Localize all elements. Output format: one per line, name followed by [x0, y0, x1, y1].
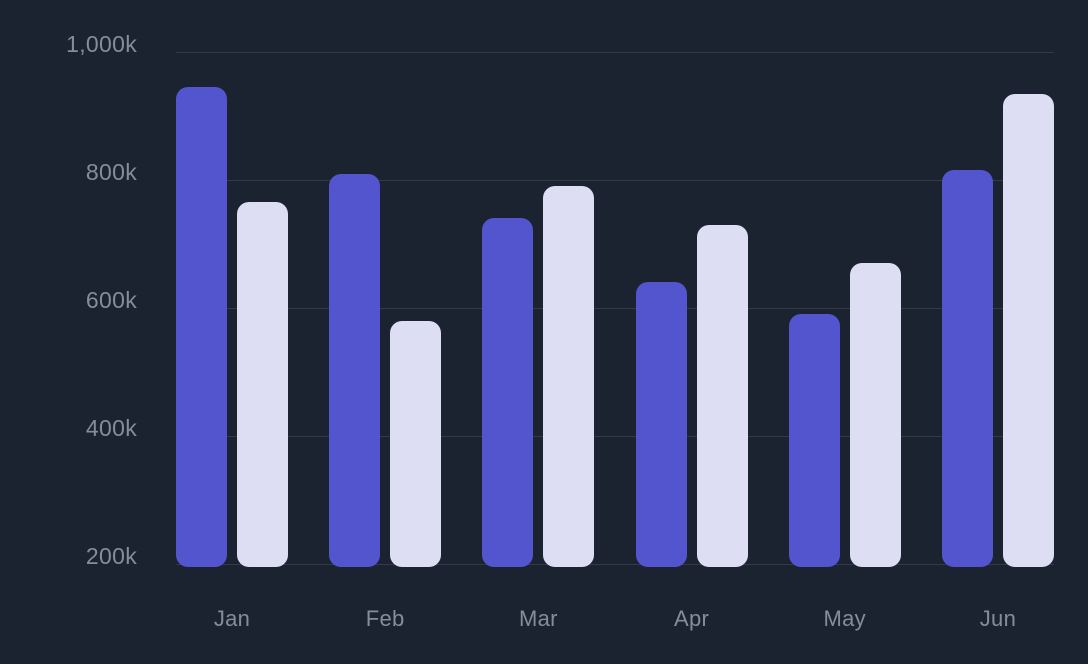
bar-group-jun	[941, 94, 1054, 567]
y-tick-label: 600k	[85, 287, 137, 313]
plot-area	[176, 51, 1054, 567]
y-tick-label: 1,000k	[66, 31, 137, 57]
y-tick-label: 800k	[85, 159, 137, 185]
bar-feb-series-2	[390, 321, 442, 567]
bar-feb-series-1	[329, 174, 381, 567]
bar-apr-series-2	[696, 225, 748, 567]
gridline	[176, 51, 1054, 53]
bar-may-series-1	[788, 314, 840, 567]
gridline	[176, 179, 1054, 181]
bar-group-mar	[482, 186, 595, 567]
x-tick-label: Feb	[365, 606, 405, 631]
bar-jan-series-2	[237, 202, 288, 567]
x-tick-label: Jun	[979, 606, 1017, 631]
x-tick-label: May	[823, 606, 866, 631]
bar-may-series-2	[849, 263, 901, 567]
y-tick-label: 400k	[85, 415, 137, 441]
bar-apr-series-1	[635, 282, 687, 567]
x-tick-label: Mar	[518, 606, 558, 631]
bar-jun-series-1	[941, 170, 993, 567]
bar-group-jan	[176, 87, 288, 567]
x-tick-label: Apr	[673, 606, 710, 631]
gridline	[176, 563, 1054, 565]
y-tick-label: 200k	[85, 543, 137, 569]
bar-jun-series-2	[1002, 94, 1054, 567]
gridline	[176, 307, 1054, 309]
x-axis: Jan Feb Mar Apr May Jun	[176, 605, 1054, 633]
gridline	[176, 435, 1054, 437]
bar-jan-series-1	[176, 87, 227, 567]
bar-mar-series-2	[543, 186, 595, 567]
bars-layer	[176, 52, 1054, 567]
bar-group-apr	[635, 225, 748, 567]
x-tick-label: Jan	[213, 606, 251, 631]
bar-group-may	[788, 263, 901, 567]
bar-mar-series-1	[482, 218, 534, 567]
bar-group-feb	[329, 174, 442, 567]
